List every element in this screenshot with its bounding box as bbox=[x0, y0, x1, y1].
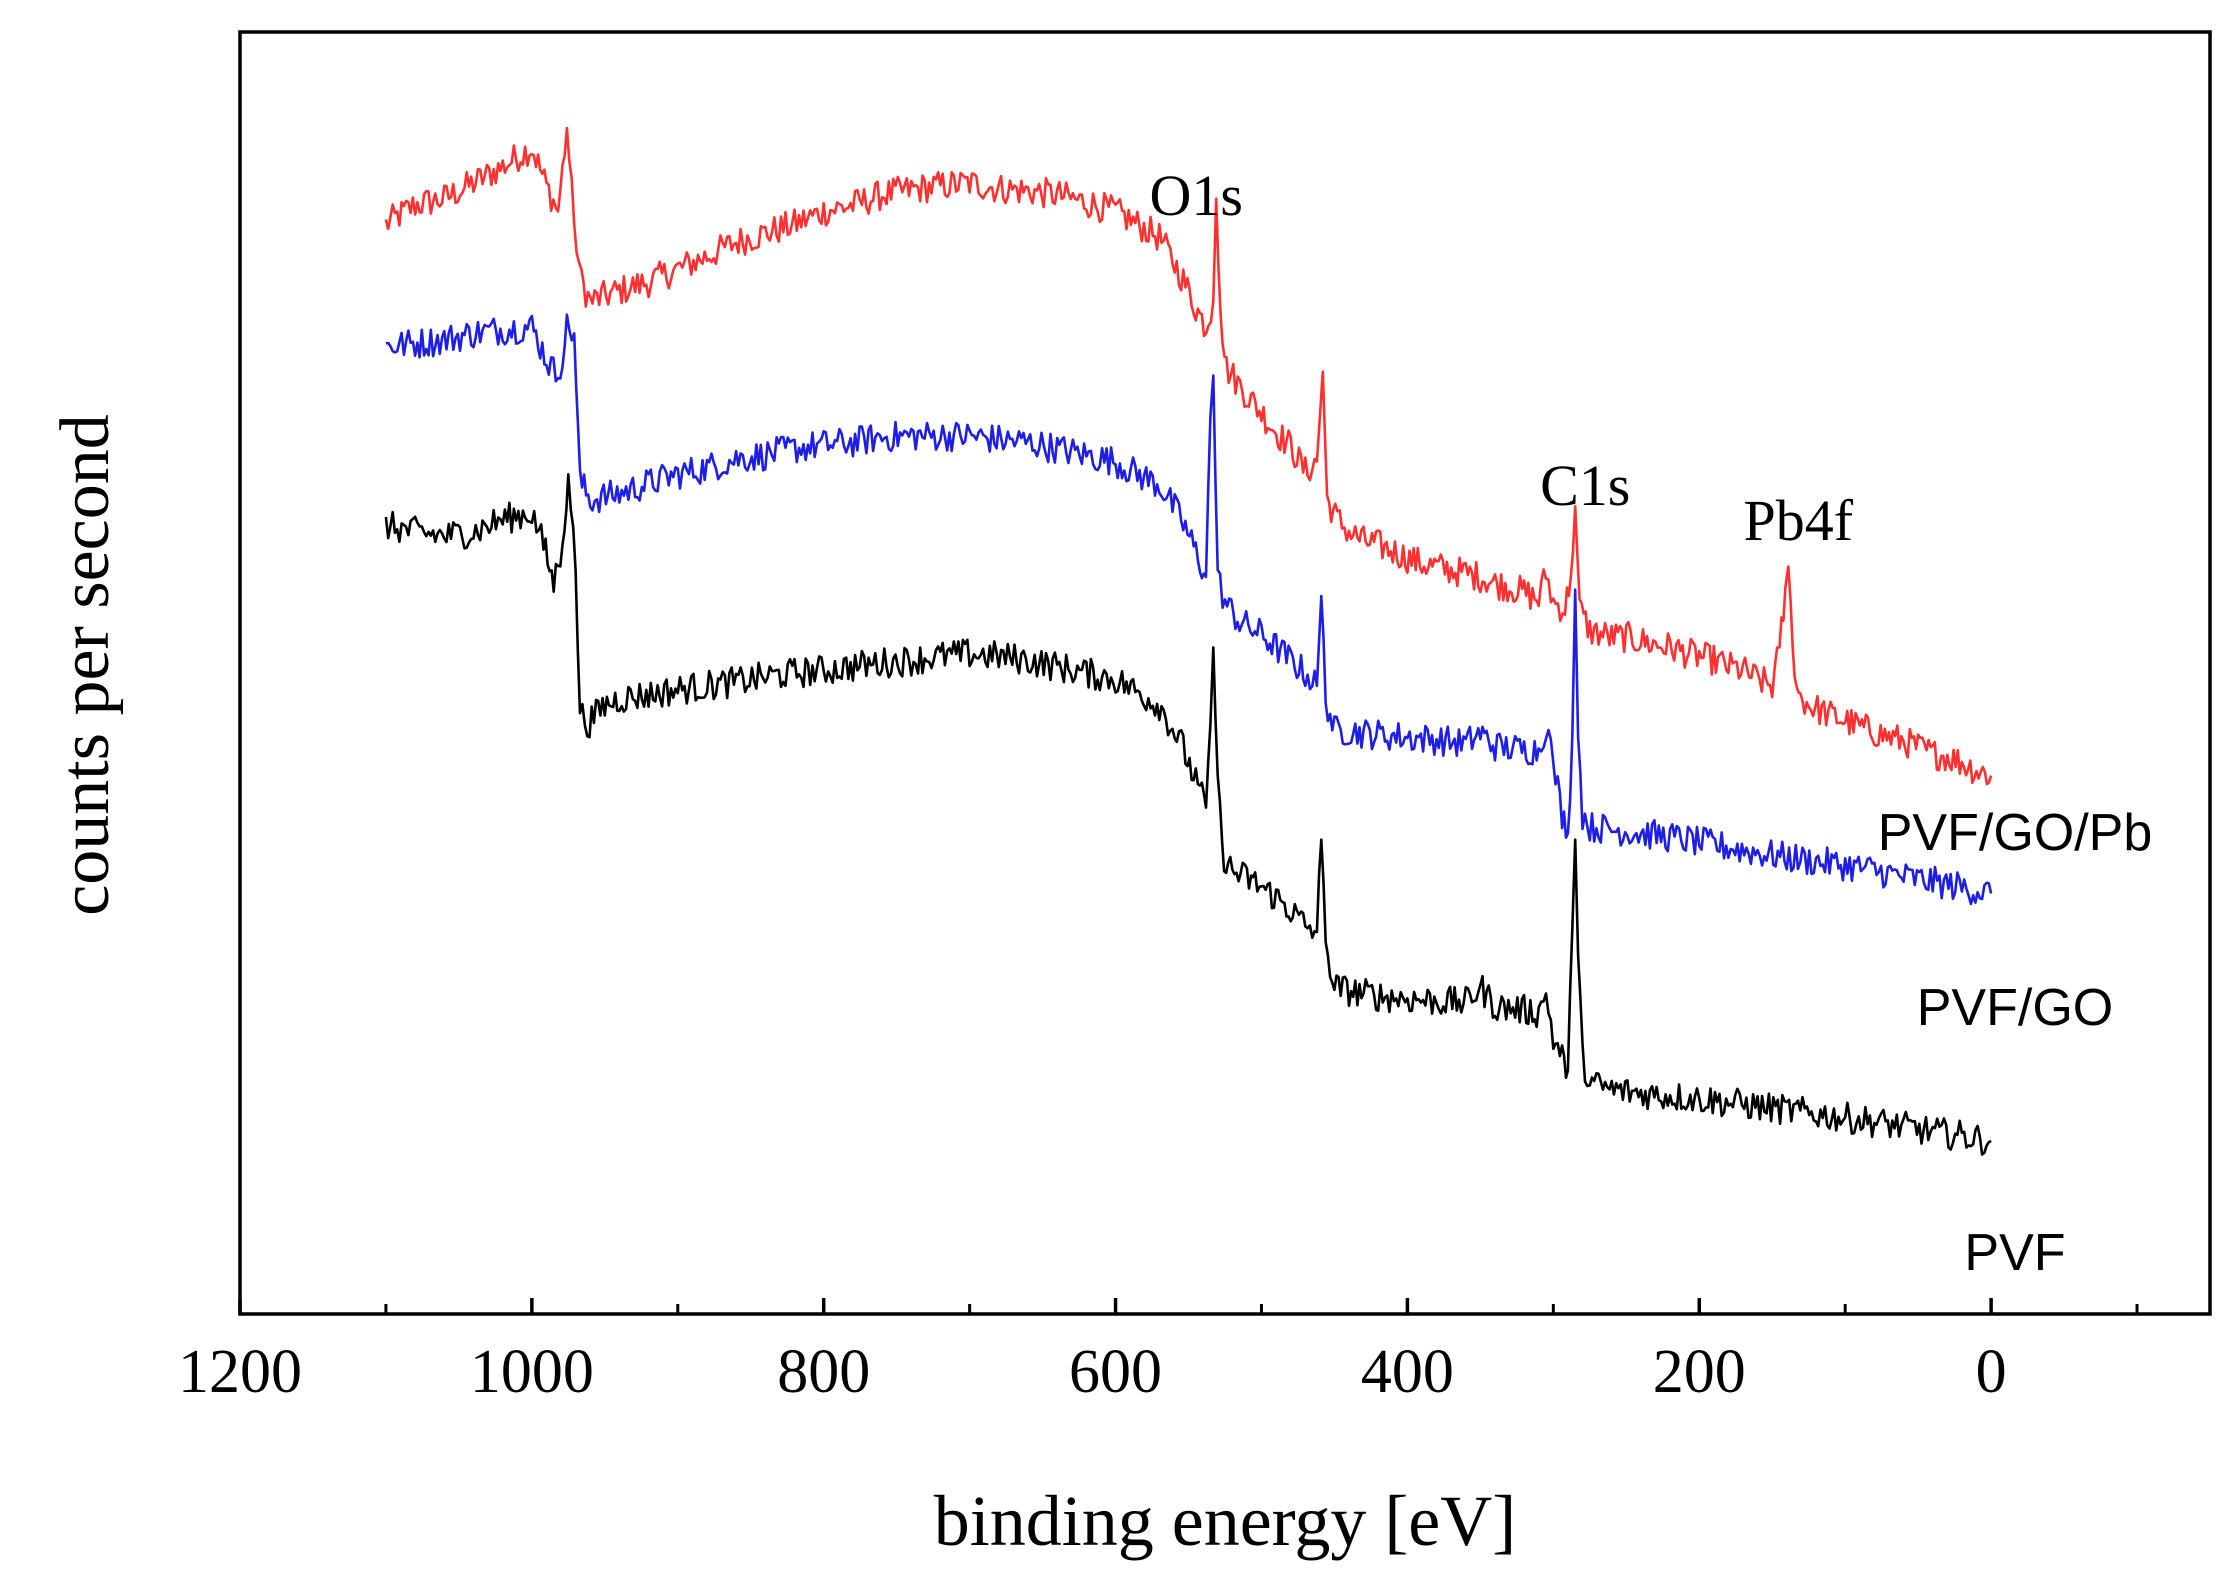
peak-label-c1s: C1s bbox=[1540, 453, 1630, 518]
x-tick-label: 1200 bbox=[178, 1338, 302, 1406]
series-line-pvf bbox=[384, 473, 1992, 1156]
x-tick-label: 800 bbox=[777, 1338, 870, 1406]
series-labels: PVF/GO/Pb PVF/GO PVF bbox=[1878, 804, 2153, 1282]
x-axis-ticks: 1200 1000 800 600 400 200 0 bbox=[178, 1298, 2139, 1406]
series-label-pvf: PVF bbox=[1964, 1224, 2065, 1282]
peak-label-o1s: O1s bbox=[1150, 163, 1243, 228]
y-axis-label: counts per second bbox=[47, 414, 124, 916]
plot-frame bbox=[238, 30, 2212, 1316]
series-layer bbox=[384, 126, 1993, 1156]
x-tick-label: 200 bbox=[1653, 1338, 1746, 1406]
series-line-pvf-go bbox=[385, 313, 1993, 906]
series-label-pvf-go-pb: PVF/GO/Pb bbox=[1878, 804, 2153, 862]
peak-label-pb4f: Pb4f bbox=[1743, 488, 1853, 553]
series-line-pvf-go-pb bbox=[384, 126, 1993, 786]
x-tick-label: 600 bbox=[1069, 1338, 1162, 1406]
x-tick-label: 0 bbox=[1976, 1338, 2007, 1406]
x-axis-label: binding energy [eV] bbox=[934, 1481, 1517, 1561]
x-tick-label: 1000 bbox=[470, 1338, 594, 1406]
peak-annotations: O1s C1s Pb4f bbox=[1150, 163, 1854, 553]
series-label-pvf-go: PVF/GO bbox=[1917, 979, 2113, 1037]
x-tick-label: 400 bbox=[1361, 1338, 1454, 1406]
